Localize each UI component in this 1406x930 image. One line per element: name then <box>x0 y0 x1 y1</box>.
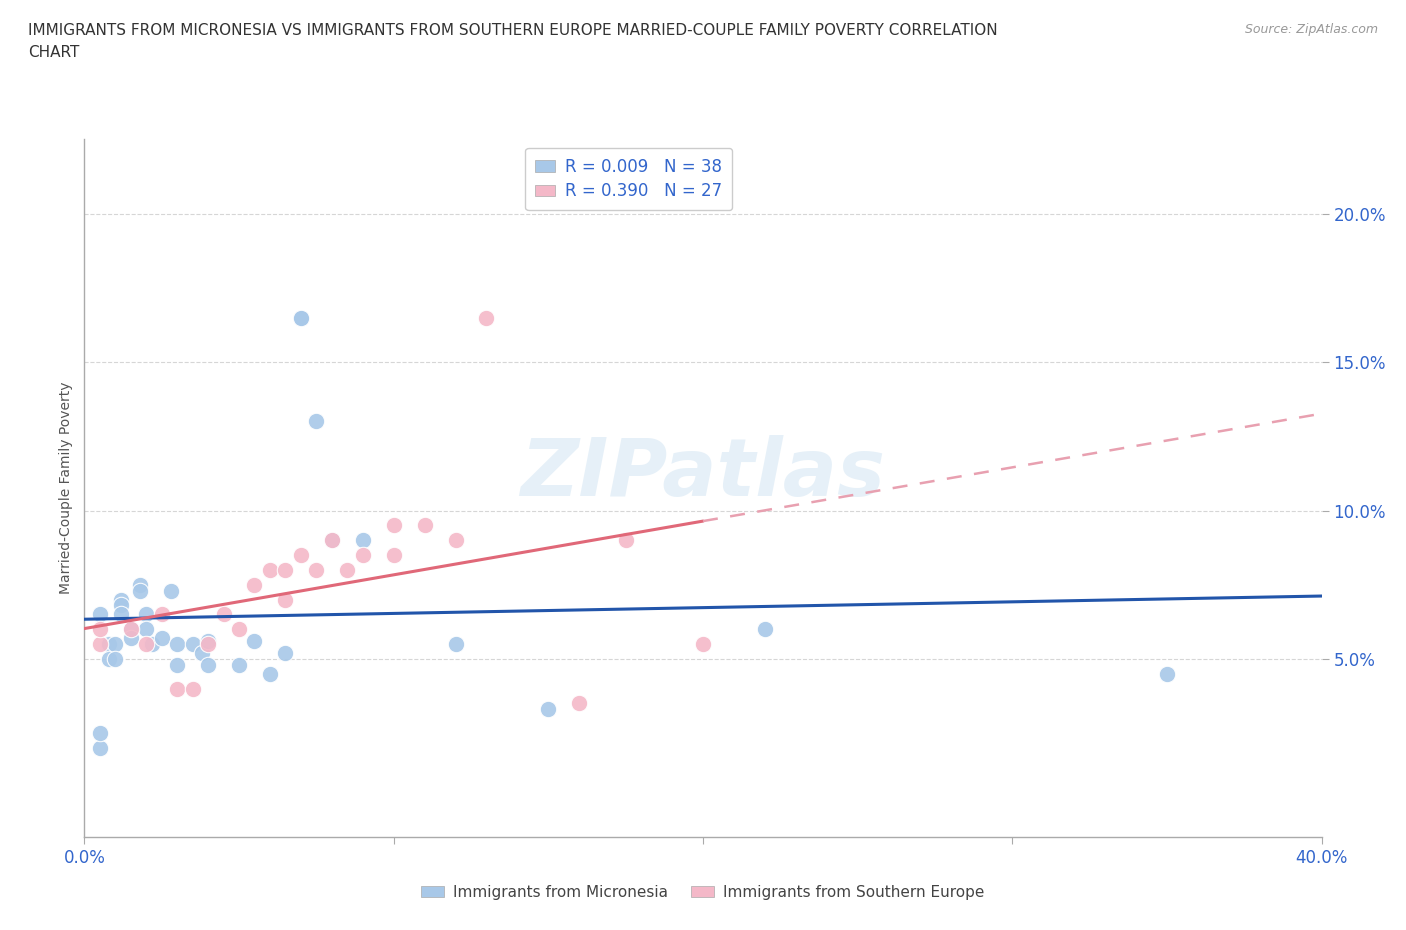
Point <box>274 592 297 607</box>
Point <box>98 637 121 652</box>
Point <box>166 658 188 672</box>
Point <box>692 637 714 652</box>
Point <box>89 622 111 637</box>
Point <box>141 637 163 652</box>
Point <box>228 622 250 637</box>
Point <box>89 725 111 740</box>
Point <box>197 658 219 672</box>
Point <box>197 637 219 652</box>
Text: Source: ZipAtlas.com: Source: ZipAtlas.com <box>1244 23 1378 36</box>
Point <box>135 637 157 652</box>
Point <box>444 533 467 548</box>
Point <box>129 578 152 592</box>
Point <box>290 548 312 563</box>
Y-axis label: Married-Couple Family Poverty: Married-Couple Family Poverty <box>59 382 73 594</box>
Point <box>228 658 250 672</box>
Point <box>382 548 405 563</box>
Point <box>120 622 142 637</box>
Point <box>110 607 132 622</box>
Point <box>305 563 328 578</box>
Point <box>305 414 328 429</box>
Point <box>321 533 343 548</box>
Point <box>243 578 266 592</box>
Point <box>197 633 219 648</box>
Point <box>290 310 312 325</box>
Point <box>290 310 312 325</box>
Point <box>104 652 127 667</box>
Point <box>352 548 374 563</box>
Point <box>181 637 204 652</box>
Text: IMMIGRANTS FROM MICRONESIA VS IMMIGRANTS FROM SOUTHERN EUROPE MARRIED-COUPLE FAM: IMMIGRANTS FROM MICRONESIA VS IMMIGRANTS… <box>28 23 998 38</box>
Point <box>259 563 281 578</box>
Text: ZIPatlas: ZIPatlas <box>520 435 886 513</box>
Point <box>89 740 111 755</box>
Point <box>413 518 436 533</box>
Point <box>321 533 343 548</box>
Point <box>110 598 132 613</box>
Point <box>475 310 498 325</box>
Point <box>160 583 183 598</box>
Point <box>259 666 281 681</box>
Point <box>191 645 214 660</box>
Legend: Immigrants from Micronesia, Immigrants from Southern Europe: Immigrants from Micronesia, Immigrants f… <box>415 879 991 906</box>
Point <box>352 533 374 548</box>
Point <box>336 563 359 578</box>
Point <box>444 637 467 652</box>
Point <box>110 592 132 607</box>
Point <box>98 652 121 667</box>
Point <box>150 607 173 622</box>
Point <box>614 533 637 548</box>
Point <box>166 637 188 652</box>
Point <box>181 681 204 696</box>
Point <box>104 637 127 652</box>
Point <box>382 518 405 533</box>
Point <box>1156 666 1178 681</box>
Point <box>568 696 591 711</box>
Point <box>89 637 111 652</box>
Point <box>212 607 235 622</box>
Point <box>135 607 157 622</box>
Point <box>537 702 560 717</box>
Point <box>135 622 157 637</box>
Text: CHART: CHART <box>28 45 80 60</box>
Point <box>166 681 188 696</box>
Point <box>243 633 266 648</box>
Point <box>150 631 173 645</box>
Point <box>129 583 152 598</box>
Point <box>120 631 142 645</box>
Point <box>89 607 111 622</box>
Point <box>274 563 297 578</box>
Point <box>754 622 776 637</box>
Point <box>120 622 142 637</box>
Point <box>274 645 297 660</box>
